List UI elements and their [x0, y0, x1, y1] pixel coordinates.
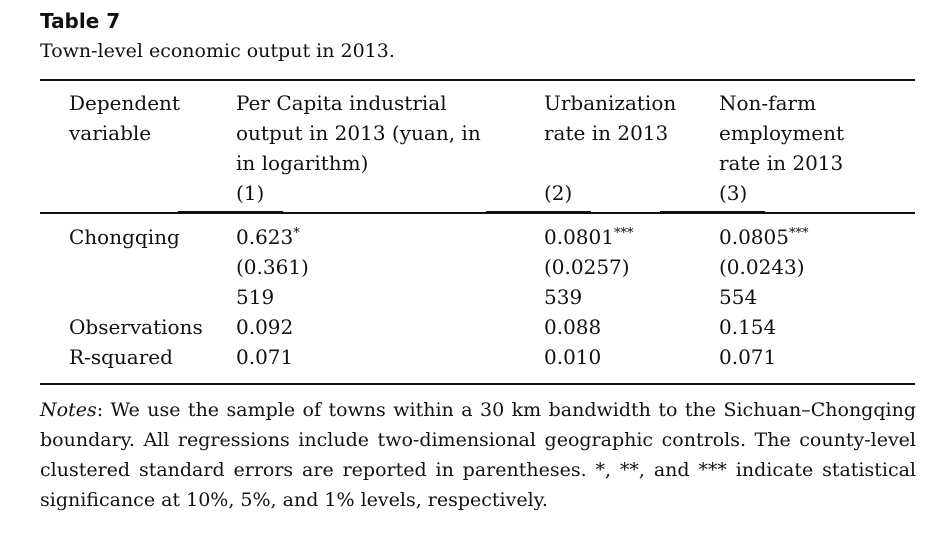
unlabeled-col2: 539: [544, 285, 583, 309]
row-label-observations: Observations: [69, 315, 203, 339]
se-col2: (0.0257): [544, 255, 630, 279]
bottom-rule: [40, 383, 915, 385]
header-dependent-variable: Dependent variable: [69, 91, 180, 145]
coef-col2: 0.0801***: [544, 225, 634, 249]
table-notes: Notes: We use the sample of towns within…: [40, 395, 916, 515]
header-col1: Per Capita industrial output in 2013 (yu…: [236, 91, 481, 175]
observations-col3: 0.154: [719, 315, 777, 339]
unlabeled-col1: 519: [236, 285, 275, 309]
row-label-chongqing: Chongqing: [69, 225, 180, 249]
header-col2-number: (2): [544, 181, 573, 205]
header-col3: Non-farm employment rate in 2013: [719, 91, 845, 175]
rsquared-col3: 0.071: [719, 345, 777, 369]
header-rule-accent-2: [486, 211, 591, 214]
coef-col3: 0.0805***: [719, 225, 809, 249]
header-col2: Urbanization rate in 2013: [544, 91, 677, 145]
unlabeled-col3: 554: [719, 285, 758, 309]
observations-col1: 0.092: [236, 315, 294, 339]
notes-label: Notes: [40, 399, 97, 421]
top-rule: [40, 79, 915, 81]
observations-col2: 0.088: [544, 315, 602, 339]
rsquared-col1: 0.071: [236, 345, 294, 369]
header-rule-accent-3: [660, 211, 765, 214]
row-label-rsquared: R-squared: [69, 345, 173, 369]
header-rule-accent-1: [178, 211, 283, 214]
rsquared-col2: 0.010: [544, 345, 602, 369]
notes-text: : We use the sample of towns within a 30…: [40, 399, 916, 511]
se-col1: (0.361): [236, 255, 309, 279]
coef-col1: 0.623*: [236, 225, 300, 249]
se-col3: (0.0243): [719, 255, 805, 279]
header-rule: [40, 212, 915, 214]
header-col1-number: (1): [236, 181, 265, 205]
table-title: Town-level economic output in 2013.: [40, 40, 395, 62]
table-number: Table 7: [40, 9, 121, 33]
header-col3-number: (3): [719, 181, 748, 205]
